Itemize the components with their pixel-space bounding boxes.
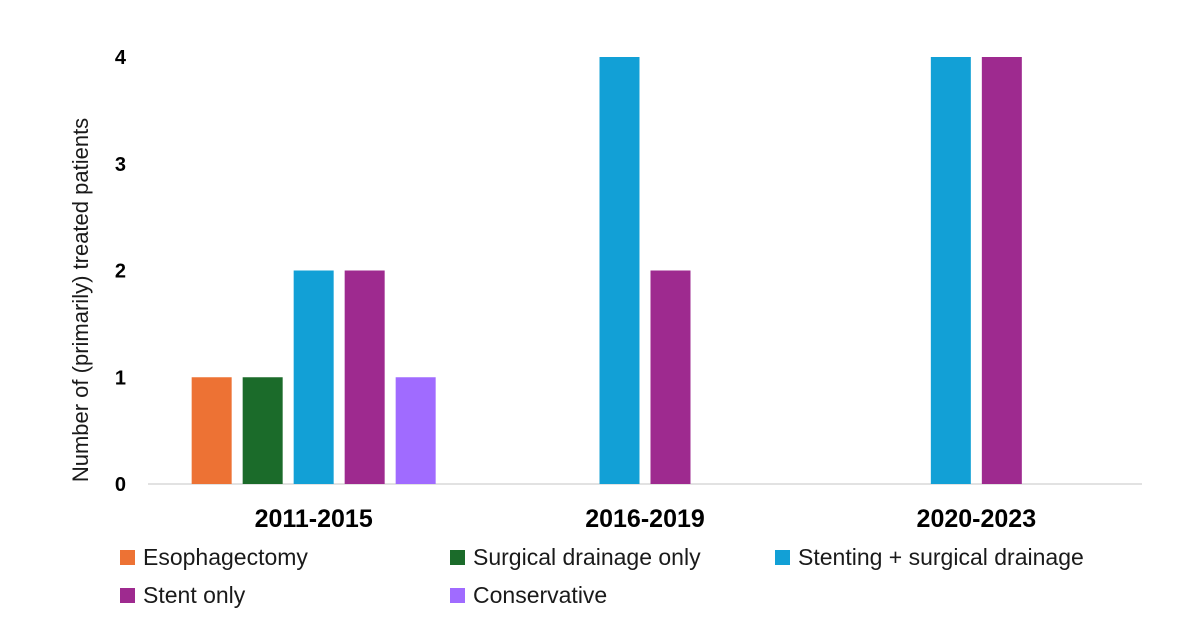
legend-swatch bbox=[450, 588, 465, 603]
legend-label: Esophagectomy bbox=[143, 544, 308, 570]
x-axis: 2011-2015 2016-2019 2020-2023 bbox=[255, 505, 1037, 533]
legend-item-stent-only: Stent only bbox=[120, 582, 245, 609]
legend-swatch bbox=[120, 588, 135, 603]
bar-stent-only-2011-2015 bbox=[344, 270, 385, 484]
bar-stenting-surgical-drainage-2016-2019 bbox=[599, 57, 640, 484]
legend-label: Surgical drainage only bbox=[473, 544, 701, 570]
legend-swatch bbox=[450, 550, 465, 565]
x-tick-label: 2011-2015 bbox=[255, 505, 373, 533]
bar-conservative-2011-2015 bbox=[395, 377, 436, 484]
bar-stent-only-2020-2023 bbox=[981, 57, 1022, 484]
y-axis-label: Number of (primarily) treated patients bbox=[68, 118, 93, 482]
legend-item-esophagectomy: Esophagectomy bbox=[120, 544, 308, 571]
x-tick-label: 2020-2023 bbox=[917, 505, 1037, 533]
legend-label: Conservative bbox=[473, 582, 608, 608]
y-tick-label: 2 bbox=[115, 261, 126, 283]
legend-item-stenting-surgical-drainage: Stenting + surgical drainage bbox=[775, 544, 1084, 571]
bar-esophagectomy-2011-2015 bbox=[191, 377, 232, 484]
bars-group bbox=[191, 57, 1022, 484]
bar-surgical-drainage-only-2011-2015 bbox=[242, 377, 283, 484]
legend-item-conservative: Conservative bbox=[450, 582, 607, 609]
y-tick-label: 3 bbox=[115, 154, 126, 176]
legend-swatch bbox=[120, 550, 135, 565]
y-tick-label: 4 bbox=[115, 47, 127, 69]
bar-stent-only-2016-2019 bbox=[650, 270, 691, 484]
legend-swatch bbox=[775, 550, 790, 565]
y-tick-label: 1 bbox=[115, 367, 126, 389]
legend-label: Stenting + surgical drainage bbox=[798, 544, 1084, 570]
x-tick-label: 2016-2019 bbox=[585, 505, 705, 533]
y-tick-label: 0 bbox=[115, 474, 126, 496]
legend-item-surgical-drainage-only: Surgical drainage only bbox=[450, 544, 701, 571]
bar-stenting-surgical-drainage-2011-2015 bbox=[293, 270, 334, 484]
y-axis: 0 1 2 3 4 bbox=[115, 47, 127, 496]
bar-stenting-surgical-drainage-2020-2023 bbox=[930, 57, 971, 484]
legend-label: Stent only bbox=[143, 582, 246, 608]
